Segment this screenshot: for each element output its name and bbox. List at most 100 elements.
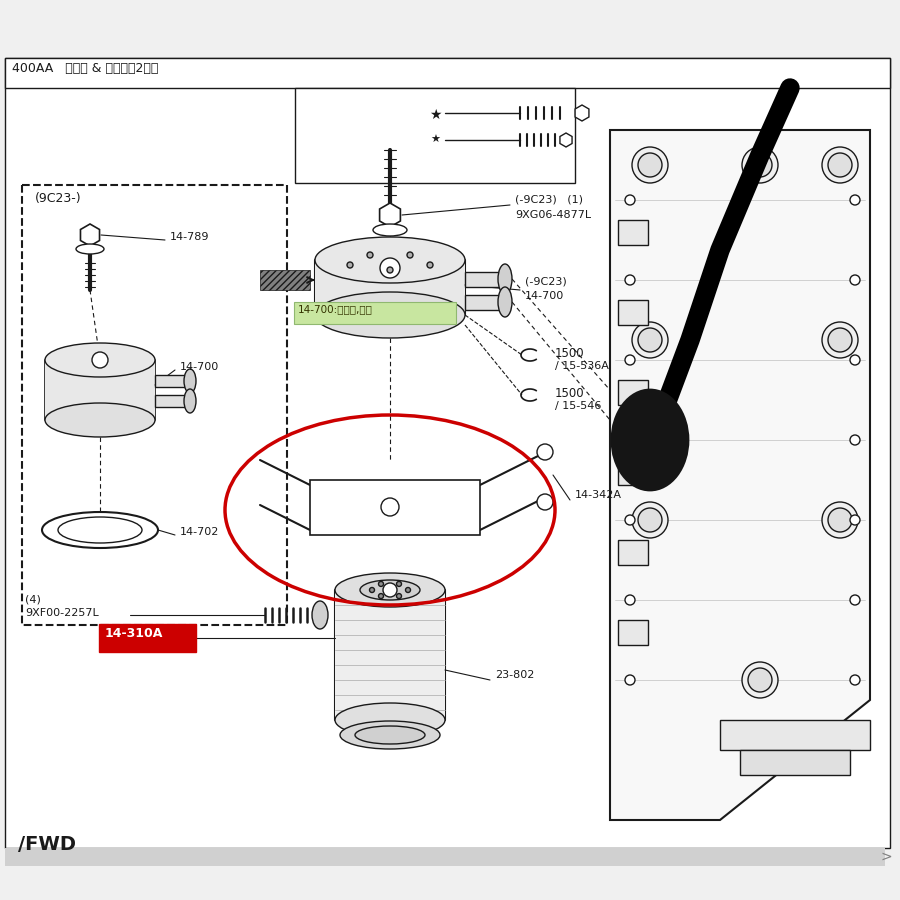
Text: (-9C23): (-9C23): [525, 277, 567, 287]
Circle shape: [822, 322, 858, 358]
Text: (9C23-): (9C23-): [35, 192, 82, 205]
Circle shape: [397, 594, 401, 598]
Bar: [740, 750, 850, 775]
Bar: [315, 260, 465, 315]
Ellipse shape: [340, 721, 440, 749]
Circle shape: [92, 352, 108, 368]
Ellipse shape: [335, 573, 445, 607]
Bar: [155, 375, 190, 387]
Bar: [618, 460, 648, 485]
Text: 14-700: 14-700: [180, 362, 220, 372]
Text: >: >: [880, 850, 892, 864]
Bar: [5, 58, 890, 848]
Bar: [618, 220, 648, 245]
Circle shape: [625, 595, 635, 605]
Circle shape: [406, 588, 410, 592]
Text: 400AA   机油泵 & 滤清器（2升）: 400AA 机油泵 & 滤清器（2升）: [12, 62, 158, 75]
Circle shape: [632, 322, 668, 358]
Circle shape: [387, 267, 393, 273]
Circle shape: [632, 502, 668, 538]
Bar: [5, 848, 885, 866]
Circle shape: [427, 262, 433, 268]
Ellipse shape: [315, 237, 465, 283]
Bar: [465, 295, 505, 310]
Text: 14-700:冷却器,机油: 14-700:冷却器,机油: [298, 304, 373, 314]
Circle shape: [850, 275, 860, 285]
Text: / 15-536A: / 15-536A: [555, 361, 609, 371]
Ellipse shape: [315, 292, 465, 338]
Circle shape: [748, 668, 772, 692]
Circle shape: [380, 258, 400, 278]
Text: 9XF00-2257L: 9XF00-2257L: [25, 608, 99, 618]
Text: (4): (4): [25, 595, 40, 605]
FancyBboxPatch shape: [22, 185, 287, 625]
Text: (-9C23)   (1): (-9C23) (1): [515, 195, 583, 205]
Text: 14-342A: 14-342A: [575, 490, 622, 500]
Text: 23-802: 23-802: [495, 670, 535, 680]
Ellipse shape: [184, 389, 196, 413]
Circle shape: [828, 153, 852, 177]
Circle shape: [625, 195, 635, 205]
Bar: [618, 300, 648, 325]
Circle shape: [850, 435, 860, 445]
Bar: [155, 395, 190, 407]
Ellipse shape: [45, 403, 155, 437]
Circle shape: [625, 515, 635, 525]
Bar: [45, 360, 155, 420]
FancyBboxPatch shape: [294, 302, 456, 324]
Text: /FWD: /FWD: [18, 835, 76, 854]
Text: 1500: 1500: [555, 387, 585, 400]
Text: 9XG06-4877L: 9XG06-4877L: [515, 210, 591, 220]
Bar: [295, 88, 575, 183]
Circle shape: [625, 675, 635, 685]
Circle shape: [828, 508, 852, 532]
Circle shape: [625, 275, 635, 285]
Circle shape: [379, 581, 383, 587]
FancyBboxPatch shape: [99, 624, 196, 652]
Bar: [720, 720, 870, 750]
Circle shape: [638, 153, 662, 177]
Circle shape: [850, 515, 860, 525]
Text: 14-702: 14-702: [180, 527, 220, 537]
Ellipse shape: [312, 601, 328, 629]
Ellipse shape: [335, 703, 445, 737]
Circle shape: [625, 435, 635, 445]
Circle shape: [822, 502, 858, 538]
Text: ★: ★: [430, 135, 440, 145]
Circle shape: [742, 147, 778, 183]
Circle shape: [850, 595, 860, 605]
Circle shape: [407, 252, 413, 258]
Circle shape: [638, 508, 662, 532]
Text: 1500: 1500: [555, 347, 585, 360]
Circle shape: [381, 498, 399, 516]
Circle shape: [379, 594, 383, 598]
Circle shape: [748, 153, 772, 177]
Text: / 15-546: / 15-546: [555, 401, 601, 411]
Circle shape: [397, 581, 401, 587]
Circle shape: [638, 328, 662, 352]
Ellipse shape: [498, 264, 512, 294]
Ellipse shape: [42, 512, 158, 548]
Circle shape: [537, 444, 553, 460]
Text: 14-700: 14-700: [525, 291, 564, 301]
Ellipse shape: [612, 390, 688, 490]
Circle shape: [850, 675, 860, 685]
Bar: [618, 540, 648, 565]
Bar: [618, 620, 648, 645]
Circle shape: [537, 494, 553, 510]
Circle shape: [742, 662, 778, 698]
Circle shape: [383, 583, 397, 597]
Bar: [465, 272, 505, 287]
Circle shape: [828, 328, 852, 352]
Circle shape: [822, 147, 858, 183]
Bar: [335, 590, 445, 720]
Bar: [618, 380, 648, 405]
Polygon shape: [610, 130, 870, 820]
Circle shape: [632, 147, 668, 183]
Circle shape: [850, 195, 860, 205]
Ellipse shape: [184, 369, 196, 393]
Bar: [260, 270, 310, 290]
Ellipse shape: [45, 343, 155, 377]
Ellipse shape: [498, 287, 512, 317]
Circle shape: [367, 252, 373, 258]
